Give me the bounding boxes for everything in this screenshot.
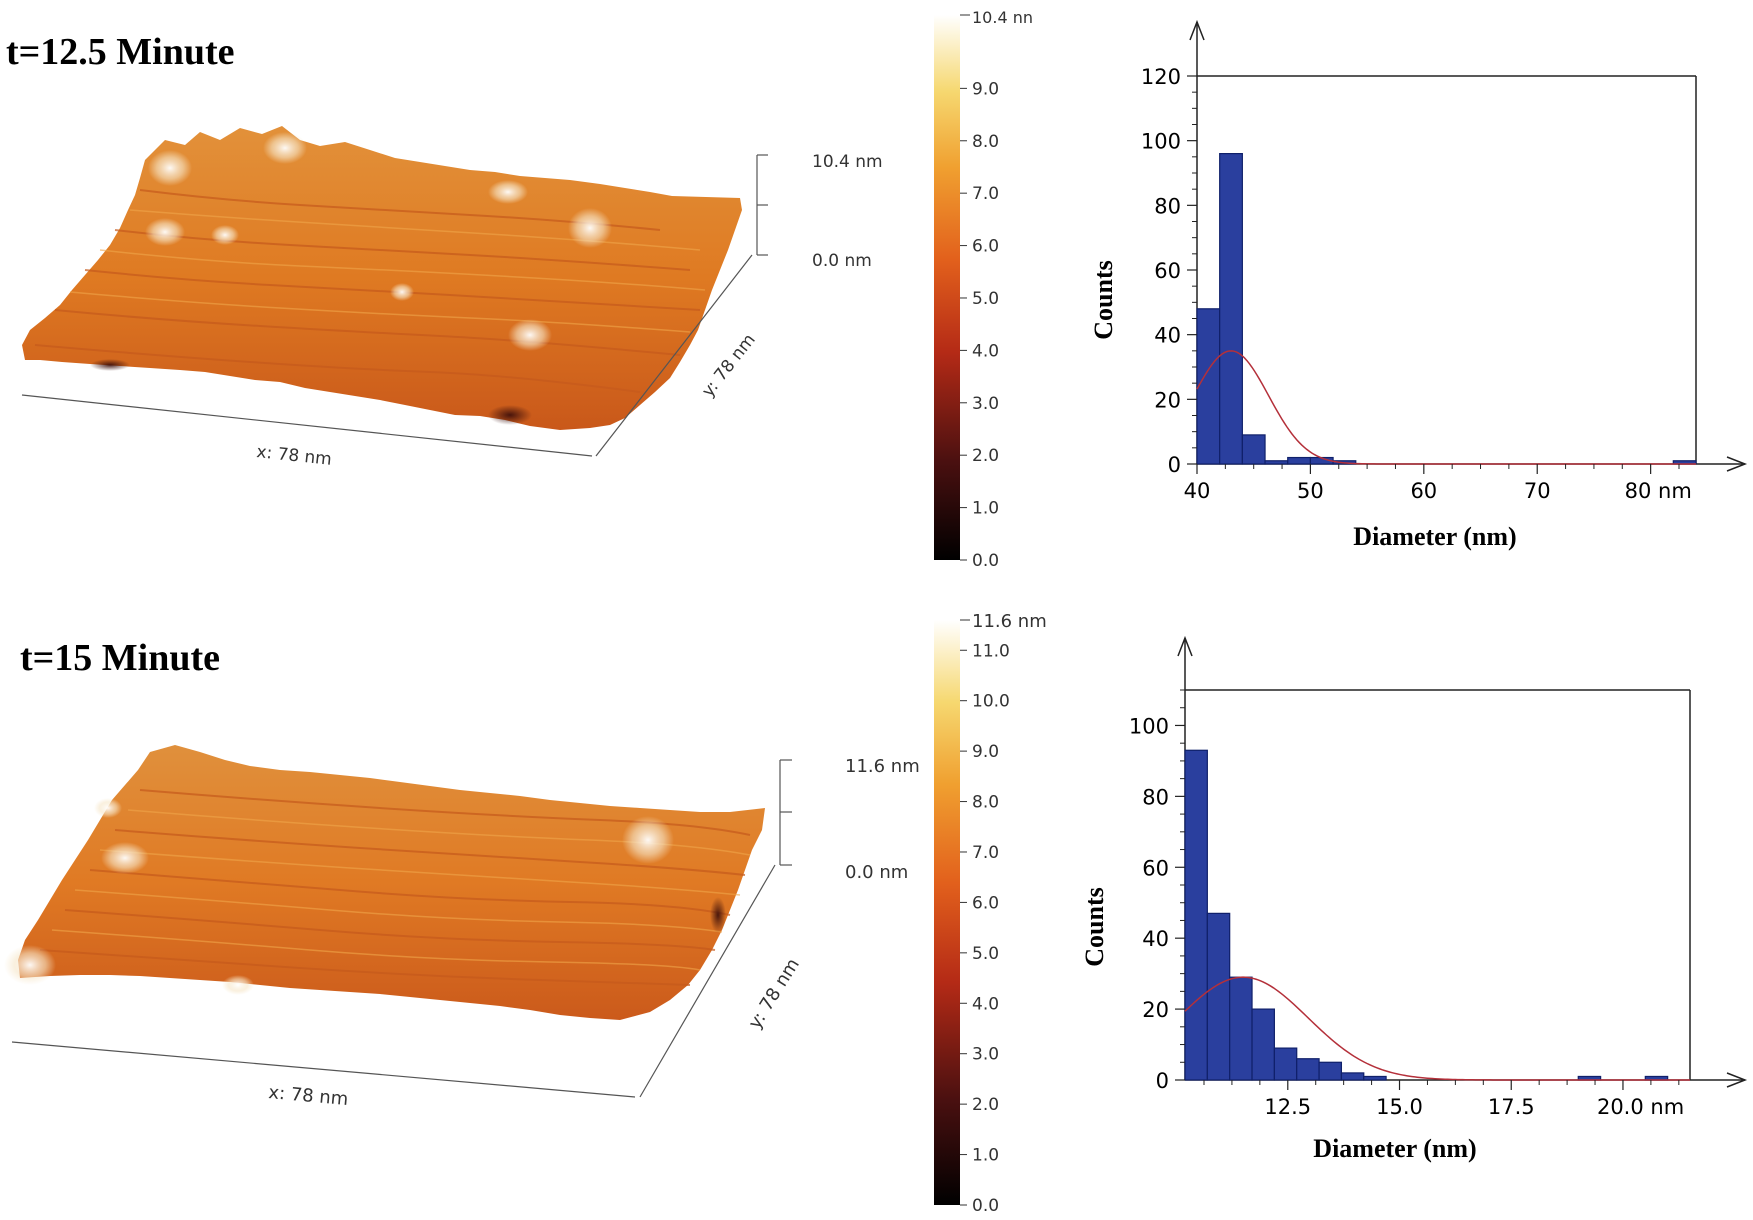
colorbar-2-tick-label: 9.0 — [972, 742, 999, 762]
colorbar-2-tick-label: 8.0 — [972, 793, 999, 813]
colorbar-1-tick-label: 3.0 — [972, 394, 999, 414]
colorbar-2-tick-label: 3.0 — [972, 1045, 999, 1065]
histogram-bar — [1206, 912, 1231, 1081]
colorbar-2-tick-label: 1.0 — [972, 1146, 999, 1166]
afm-axes-1 — [21, 154, 768, 457]
colorbar-1-gradient — [934, 15, 960, 560]
colorbar-2-tick-label: 10.0 — [972, 692, 1010, 712]
histogram-bar — [1363, 1075, 1387, 1081]
x-tick-label: 50 — [1297, 479, 1324, 503]
histogram-1-xlabel: Diameter (nm) — [1353, 522, 1516, 551]
colorbar-1-tick-label: 4.0 — [972, 341, 999, 361]
histogram-bar — [1273, 1047, 1298, 1081]
colorbar-1-tick-label: 6.0 — [972, 237, 999, 257]
histogram-1-fit-curve — [1196, 350, 1696, 465]
colorbar-1: 0.0 1.0 2.0 3.0 4.0 5.0 6.0 7.0 8.0 9.0 — [934, 14, 999, 571]
panel-title-2: t=15 Minute — [20, 637, 221, 679]
y-tick-label: 0 — [1156, 1069, 1169, 1093]
colorbar-2-tick-label: 7.0 — [972, 843, 999, 863]
x-tick-label: 17.5 — [1488, 1095, 1535, 1119]
y-tick-label: 80 — [1154, 194, 1181, 218]
afm-surface-2 — [4, 745, 765, 1020]
histogram-2-ylabel: Counts — [1080, 887, 1109, 966]
colorbar-2-max-label: 11.6 nm — [972, 611, 1047, 632]
y-tick-label: 60 — [1154, 259, 1181, 283]
x-tick-label: 20.0 nm — [1597, 1095, 1684, 1119]
y-tick-label: 40 — [1142, 927, 1169, 951]
x-tick-label: 60 — [1410, 479, 1437, 503]
y-tick-label: 100 — [1129, 714, 1169, 738]
colorbar-1-tick-label: 0.0 — [972, 551, 999, 571]
y-tick-label: 60 — [1142, 856, 1169, 880]
colorbar-1-tick-label: 8.0 — [972, 132, 999, 152]
afm-surface-1-body — [22, 126, 742, 430]
histogram-bar — [1318, 1061, 1343, 1081]
y-tick-label: 80 — [1142, 785, 1169, 809]
histogram-bar — [1251, 1008, 1275, 1081]
histogram-bar — [1340, 1072, 1365, 1081]
x-tick-label: 80 nm — [1625, 479, 1692, 503]
afm-surface-1 — [22, 126, 742, 430]
colorbar-2-tick-label: 0.0 — [972, 1196, 999, 1216]
x-tick-label: 15.0 — [1376, 1095, 1423, 1119]
colorbar-1-tick-label: 5.0 — [972, 289, 999, 309]
y-tick-label: 20 — [1154, 388, 1181, 412]
histogram-bar — [1219, 153, 1243, 465]
y-tick-label: 100 — [1141, 130, 1181, 154]
colorbar-2-tick-label: 11.0 — [972, 641, 1010, 661]
afm-2-z-bottom-label: 0.0 nm — [845, 862, 908, 883]
histogram-2-xlabel: Diameter (nm) — [1313, 1134, 1476, 1163]
x-tick-label: 40 — [1184, 479, 1211, 503]
colorbar-1-tick-label: 9.0 — [972, 79, 999, 99]
colorbar-1-tick-label: 7.0 — [972, 184, 999, 204]
histogram-bar — [1296, 1058, 1320, 1081]
y-tick-label: 20 — [1142, 998, 1169, 1022]
y-axis-arrow — [1189, 19, 1205, 41]
colorbar-2-tick-label: 4.0 — [972, 994, 999, 1014]
colorbar-2-tick-label: 6.0 — [972, 893, 999, 913]
colorbar-2: 0.0 1.0 2.0 3.0 4.0 5.0 6.0 7.0 8.0 9.0 10.0 11.0 — [934, 619, 1010, 1216]
colorbar-2-tick-label: 2.0 — [972, 1095, 999, 1115]
afm-1-z-bottom-label: 0.0 nm — [812, 251, 872, 271]
colorbar-2-gradient — [934, 620, 960, 1205]
x-axis-arrow — [1726, 456, 1748, 472]
histogram-bar — [1184, 749, 1208, 1081]
colorbar-1-max-label: 10.4 nn — [972, 8, 1033, 27]
colorbar-1-tick-label: 2.0 — [972, 446, 999, 466]
x-axis-arrow — [1726, 1072, 1748, 1088]
x-tick-label: 70 — [1524, 479, 1551, 503]
histogram-1-ylabel: Counts — [1089, 260, 1118, 339]
colorbar-1-tick-label: 1.0 — [972, 499, 999, 519]
afm-axes-2 — [11, 759, 792, 1098]
x-tick-label: 12.5 — [1264, 1095, 1311, 1119]
afm-1-z-top-label: 10.4 nm — [812, 152, 883, 172]
histogram-2-fit-curve — [1184, 976, 1690, 1081]
afm-2-z-top-label: 11.6 nm — [845, 756, 920, 777]
y-tick-label: 0 — [1168, 453, 1181, 477]
colorbar-2-tick-label: 5.0 — [972, 944, 999, 964]
panel-title-1: t=12.5 Minute — [6, 31, 235, 73]
histogram-bar — [1229, 976, 1253, 1081]
y-tick-label: 40 — [1154, 324, 1181, 348]
y-axis-arrow — [1177, 635, 1193, 657]
y-tick-label: 120 — [1141, 65, 1181, 89]
afm-surface-2-body — [18, 745, 765, 1020]
